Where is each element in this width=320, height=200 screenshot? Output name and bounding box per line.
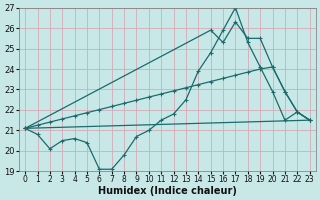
X-axis label: Humidex (Indice chaleur): Humidex (Indice chaleur) <box>98 186 237 196</box>
